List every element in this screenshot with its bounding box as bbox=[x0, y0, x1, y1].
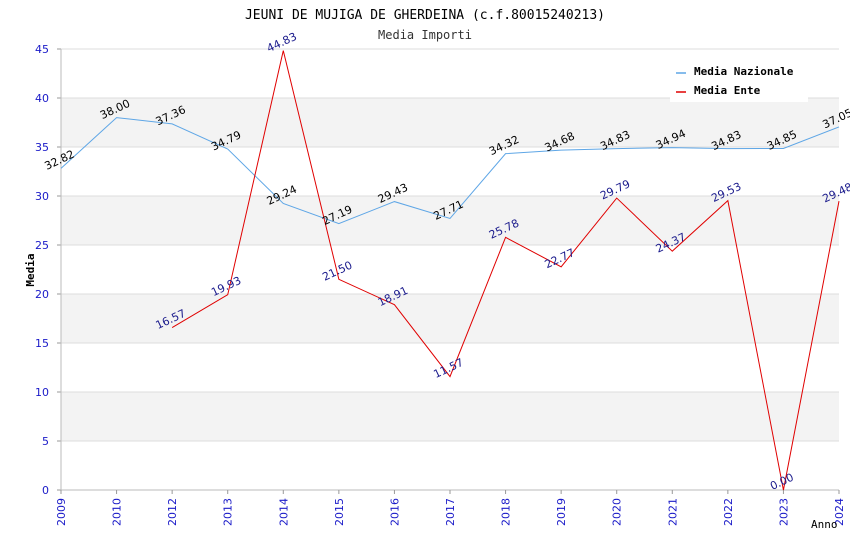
x-tick-label: 2019 bbox=[555, 498, 568, 526]
y-tick-label: 0 bbox=[42, 484, 49, 497]
legend: Media Nazionale Media Ente bbox=[670, 60, 808, 102]
y-tick-label: 40 bbox=[35, 92, 49, 105]
legend-label-ente: Media Ente bbox=[694, 84, 761, 97]
y-tick-label: 5 bbox=[42, 435, 49, 448]
x-tick-label: 2018 bbox=[500, 498, 513, 526]
x-tick-label: 2017 bbox=[444, 498, 457, 526]
x-tick-label: 2009 bbox=[55, 498, 68, 526]
series-line-0 bbox=[60, 117, 840, 225]
x-tick-label: 2010 bbox=[111, 498, 124, 526]
y-tick-label: 10 bbox=[35, 386, 49, 399]
plot-background bbox=[61, 49, 839, 490]
x-tick-label: 2022 bbox=[722, 498, 735, 526]
grid-lines bbox=[61, 48, 839, 491]
x-tick-label: 2016 bbox=[388, 498, 401, 526]
x-axis-label: Anno bbox=[811, 518, 838, 531]
chart-title: JEUNI DE MUJIGA DE GHERDEINA (c.f.800152… bbox=[245, 8, 605, 23]
series-line-1 bbox=[171, 50, 840, 491]
axes: 0 5 10 15 20 25 30 35 40 45 2009 2010 2012 2013 2014 20… bbox=[35, 43, 846, 526]
y-tick-label: 20 bbox=[35, 288, 49, 301]
x-tick-label: 2014 bbox=[277, 498, 290, 526]
x-tick-label: 2024 bbox=[833, 498, 846, 526]
grid-band bbox=[61, 441, 839, 490]
y-tick-label: 30 bbox=[35, 190, 49, 203]
grid-band bbox=[61, 98, 839, 147]
y-tick-label: 25 bbox=[35, 239, 49, 252]
x-tick-label: 2020 bbox=[611, 498, 624, 526]
x-tick-label: 2015 bbox=[333, 498, 346, 526]
y-axis-label: Media bbox=[24, 253, 37, 286]
x-tick-label: 2021 bbox=[666, 498, 679, 526]
grid-band bbox=[61, 196, 839, 245]
grid-band bbox=[61, 147, 839, 196]
grid-band bbox=[61, 392, 839, 441]
x-tick-label: 2023 bbox=[777, 498, 790, 526]
y-tick-label: 15 bbox=[35, 337, 49, 350]
x-tick-label: 2012 bbox=[166, 498, 179, 526]
grid-band bbox=[61, 343, 839, 392]
legend-label-nazionale: Media Nazionale bbox=[694, 65, 794, 78]
x-tick-label: 2013 bbox=[222, 498, 235, 526]
chart-subtitle: Media Importi bbox=[378, 28, 472, 42]
legend-box bbox=[670, 60, 808, 102]
grid-band bbox=[61, 294, 839, 343]
series-layer bbox=[60, 50, 840, 491]
y-tick-label: 35 bbox=[35, 141, 49, 154]
y-tick-label: 45 bbox=[35, 43, 49, 56]
grid-band bbox=[61, 245, 839, 294]
